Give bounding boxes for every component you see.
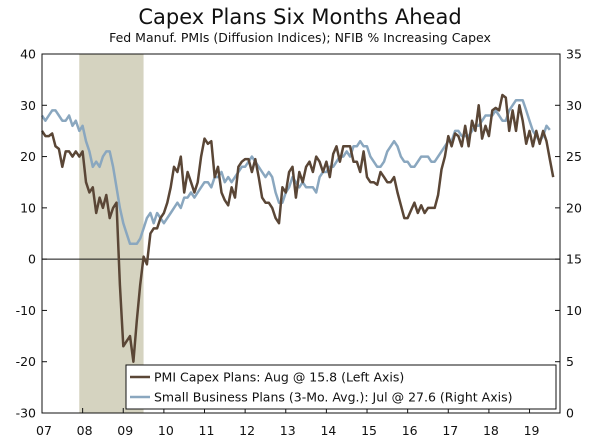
chart-subtitle: Fed Manuf. PMIs (Diffusion Indices); NFI… [109,30,491,45]
left-tick-label: 30 [20,98,36,113]
legend-label-nfib: Small Business Plans (3-Mo. Avg.): Jul @… [154,390,512,405]
legend-label-pmi: PMI Capex Plans: Aug @ 15.8 (Left Axis) [154,370,404,385]
right-tick-label: 10 [566,303,582,318]
nfib-capex-line [40,98,551,246]
x-tick-label: 17 [442,423,458,438]
right-tick-label: 0 [566,406,574,421]
x-tick-label: 13 [280,423,296,438]
right-tick-label: 20 [566,200,582,215]
right-tick-label: 5 [566,354,574,369]
x-tick-label: 08 [77,423,93,438]
x-tick-label: 12 [239,423,255,438]
right-tick-label: 25 [566,149,582,164]
right-tick-label: 35 [566,47,582,62]
left-tick-label: 20 [20,149,36,164]
plot-frame [41,53,561,414]
left-tick-label: 40 [20,47,36,62]
x-tick-label: 16 [402,423,418,438]
chart-title: Capex Plans Six Months Ahead [138,5,461,29]
x-tick-label: 07 [36,423,52,438]
x-tick-label: 18 [483,423,499,438]
left-tick-label: -10 [16,303,36,318]
pmi-capex-line [40,93,555,363]
right-tick-label: 30 [566,98,582,113]
right-tick-label: 15 [566,252,582,267]
left-tick-label: -30 [16,406,36,421]
x-tick-label: 10 [158,423,174,438]
x-tick-label: 11 [199,423,215,438]
legend: PMI Capex Plans: Aug @ 15.8 (Left Axis) … [125,364,557,410]
left-tick-label: 0 [28,252,36,267]
x-tick-label: 14 [320,423,336,438]
left-tick-label: -20 [16,354,36,369]
x-tick-label: 19 [524,423,540,438]
x-tick-label: 15 [361,423,377,438]
left-tick-label: 10 [20,200,36,215]
x-tick-label: 09 [117,423,133,438]
legend-box [125,364,557,410]
